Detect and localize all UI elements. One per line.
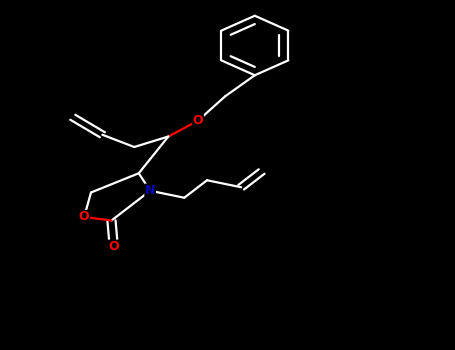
Text: N: N	[145, 184, 155, 197]
Text: O: O	[108, 240, 119, 253]
Text: O: O	[192, 114, 203, 127]
Text: O: O	[79, 210, 90, 224]
